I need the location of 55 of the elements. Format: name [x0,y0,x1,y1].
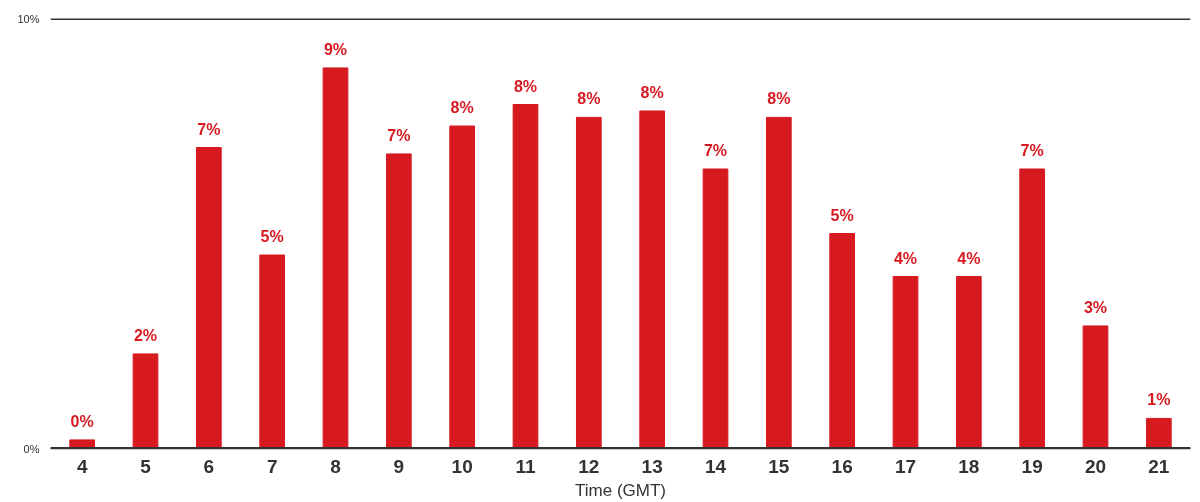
bar [955,276,982,449]
x-tick-label: 7 [266,455,278,477]
data-label: 8% [450,99,474,116]
x-axis-title: Time (GMT) [575,480,666,500]
data-label: 8% [577,90,601,108]
bar [639,110,666,449]
x-tick-label: 21 [1148,455,1170,477]
x-tick-label: 16 [831,455,853,477]
data-label: 5% [260,228,284,245]
bar [1145,417,1172,449]
bar [765,116,792,449]
data-label: 3% [1083,298,1108,316]
data-label: 7% [387,126,411,144]
x-tick-label: 20 [1084,455,1107,477]
data-label: 4% [893,249,918,267]
data-label: 1% [1147,391,1171,409]
x-tick-label: 11 [515,455,536,477]
data-label: 8% [513,77,538,95]
data-label: 2% [133,326,158,344]
x-tick-label: 6 [203,455,215,477]
data-label: 8% [640,83,664,101]
bar [892,276,919,449]
data-label: 4% [957,249,981,267]
bar [385,153,412,449]
x-tick-label: 10 [451,455,473,477]
data-label: 5% [830,206,854,224]
y-tick-label: 10% [17,12,40,25]
bar [259,254,286,449]
bar [702,168,729,449]
x-tick-label: 5 [140,455,152,477]
bar [132,353,159,449]
x-tick-label: 9 [393,455,405,477]
bar [1019,168,1046,449]
bar [322,67,349,449]
x-tick-label: 13 [641,455,663,477]
x-tick-label: 18 [958,455,980,477]
x-tick-label: 8 [330,455,341,477]
x-tick-label: 17 [894,455,917,477]
data-label: 9% [323,40,348,58]
x-tick-label: 19 [1021,455,1043,477]
data-label: 8% [767,90,791,108]
bar [1082,325,1109,449]
data-label: 0% [70,412,94,430]
data-label: 7% [197,120,221,138]
data-label: 7% [703,142,728,159]
x-tick-label: 4 [76,455,88,477]
x-tick-label: 12 [578,455,600,477]
data-label: 7% [1020,142,1044,159]
bar [575,116,602,449]
x-tick-label: 15 [768,455,790,477]
bar [829,233,856,449]
bar [449,125,476,449]
bar [195,147,222,449]
x-tick-label: 14 [704,455,727,477]
bar [512,104,539,449]
